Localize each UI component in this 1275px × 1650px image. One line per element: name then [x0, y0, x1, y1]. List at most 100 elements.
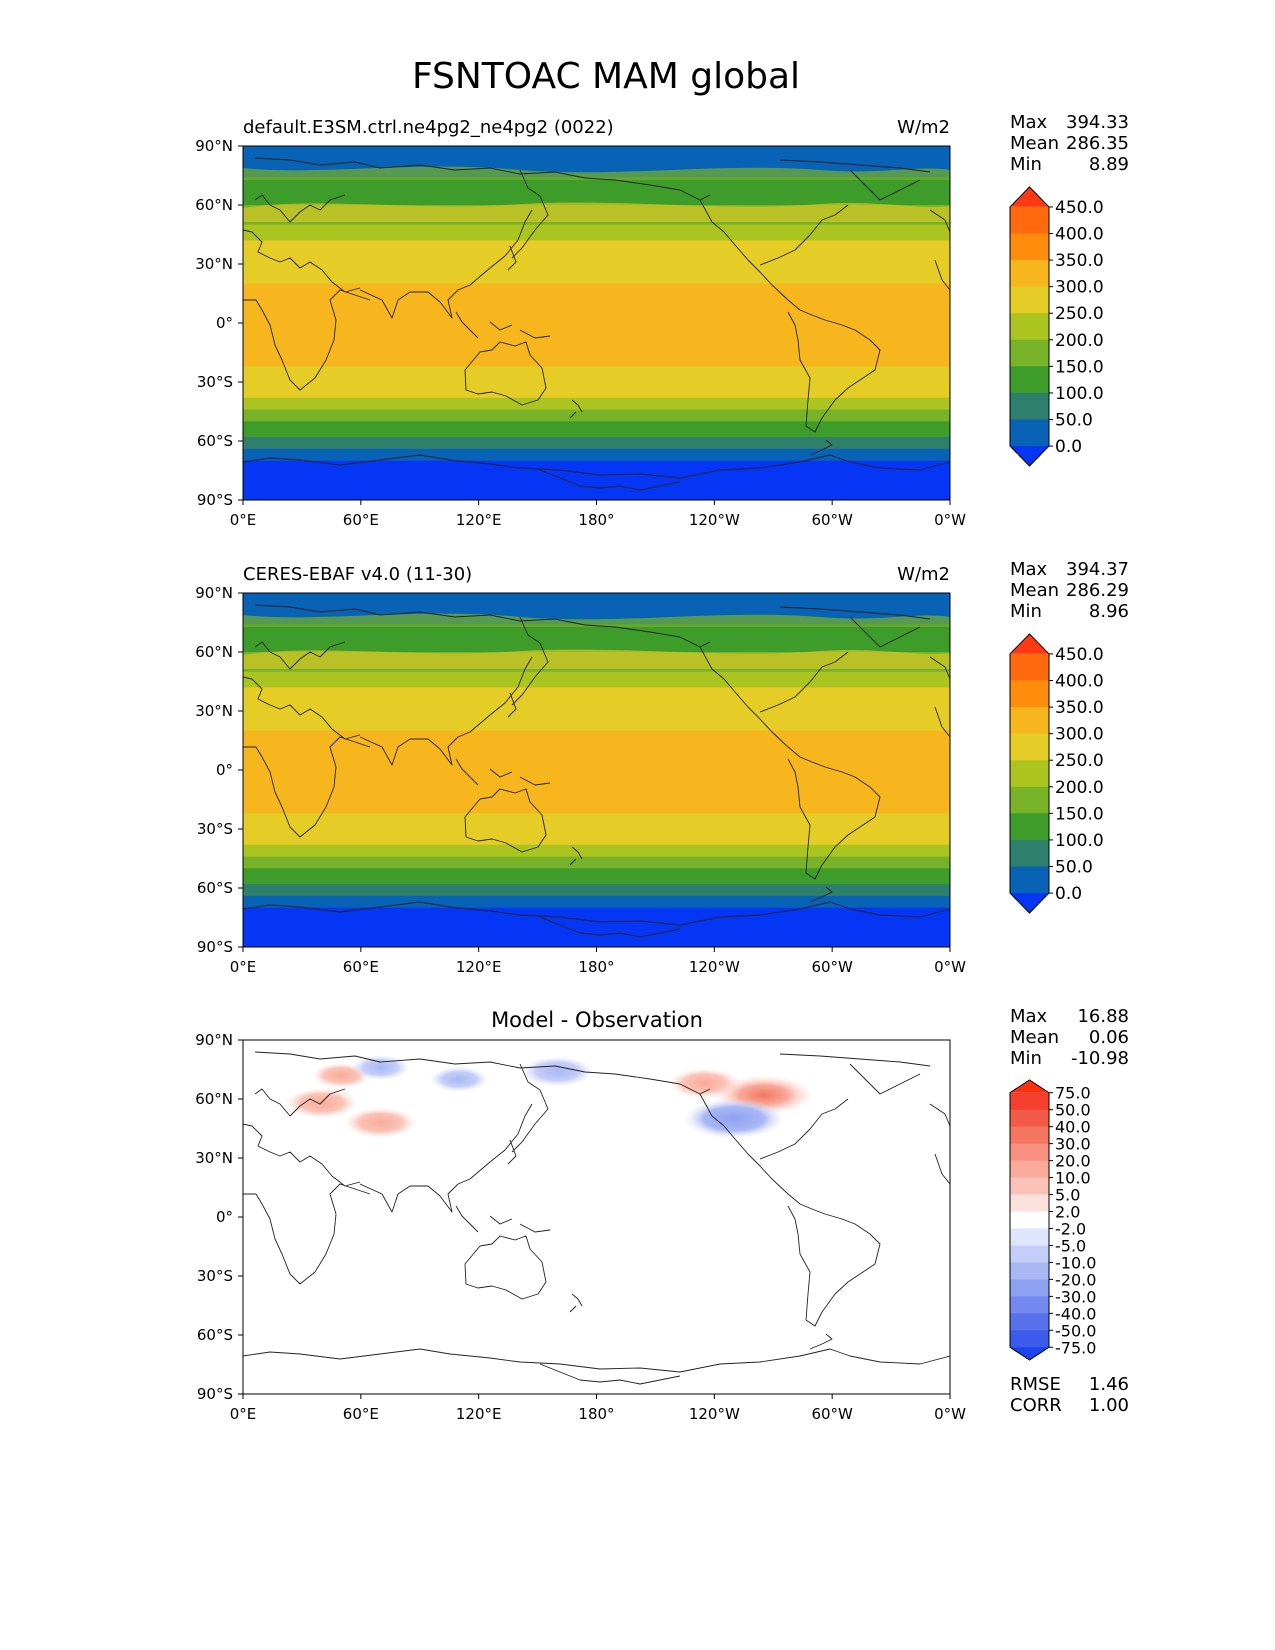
colorbar-tick-label: -30.0: [1055, 1287, 1096, 1306]
lat-tick-label: 60°S: [197, 879, 233, 897]
zonal-band: [243, 448, 950, 462]
band-ripple: [243, 649, 950, 669]
lon-tick-label: 0°E: [230, 958, 257, 976]
axis-ticks: 90°N 60°N 30°N 0° 30°S 60°S 90°S 0°E 60°E 120°E 18…: [195, 1031, 966, 1423]
colorbar-tick-label: 350.0: [1055, 251, 1104, 271]
colorbar-segment: [1010, 1160, 1049, 1178]
zonal-band: [243, 437, 950, 450]
stat-max-label: Max: [1010, 112, 1048, 133]
colorbar-tick-label: 150.0: [1055, 804, 1104, 824]
lat-tick-label: 30°N: [195, 1149, 233, 1167]
colorbar-extend-min: [1010, 446, 1049, 466]
zonal-band: [243, 829, 950, 846]
colorbar-segment: [1010, 1194, 1049, 1212]
stat-max-label: Max: [1010, 1006, 1048, 1027]
stat-max-value: 394.33: [1066, 112, 1129, 133]
zonal-band: [243, 907, 950, 947]
metrics-box: RMSE 1.46 CORR 1.00: [1010, 1374, 1129, 1416]
figure-title: FSNTOAC MAM global: [412, 56, 800, 97]
stats-box: Max 394.37 Mean 286.29 Min 8.96: [1010, 559, 1129, 622]
zonal-band: [243, 844, 950, 858]
map-field: [243, 593, 950, 947]
colorbar-tick-label: -2.0: [1055, 1219, 1086, 1238]
colorbar-tick-label: 400.0: [1055, 225, 1104, 245]
stat-max-label: Max: [1010, 559, 1048, 580]
colorbar-segment: [1010, 1211, 1049, 1229]
colorbar-tick-label: -10.0: [1055, 1253, 1096, 1272]
lat-tick-label: 60°N: [195, 643, 233, 661]
colorbar-segment: [1010, 680, 1049, 708]
anomaly-patch: [430, 1066, 489, 1092]
colorbar-segment: [1010, 313, 1049, 341]
lon-tick-label: 0°E: [230, 511, 257, 529]
lat-tick-label: 30°S: [197, 1267, 233, 1285]
stat-min-label: Min: [1010, 601, 1042, 622]
zonal-band: [243, 730, 950, 771]
colorbar-segment: [1010, 1245, 1049, 1263]
stat-min-label: Min: [1010, 1048, 1042, 1069]
corr-value: 1.00: [1089, 1395, 1129, 1416]
stat-min-value: 8.89: [1089, 154, 1129, 175]
zonal-band: [243, 868, 950, 885]
colorbar-segment: [1010, 839, 1049, 867]
stats-box: Max 16.88 Mean 0.06 Min -10.98: [1010, 1006, 1129, 1069]
zonal-band: [243, 671, 950, 688]
zonal-band: [243, 189, 950, 206]
colorbar-tick-label: 30.0: [1055, 1135, 1091, 1154]
colorbar-tick-label: 50.0: [1055, 858, 1093, 878]
colorbar-tick-label: 2.0: [1055, 1203, 1080, 1222]
colorbar-tick-label: 100.0: [1055, 831, 1104, 851]
zonal-band: [243, 460, 950, 500]
colorbar-segment: [1010, 1109, 1049, 1128]
zonal-bands: [243, 593, 950, 947]
lon-tick-label: 0°E: [230, 1405, 257, 1423]
stat-min-value: -10.98: [1071, 1048, 1129, 1069]
panel-observation: CERES-EBAF v4.0 (11-30) W/m2 90°N 60°N 30°…: [195, 559, 1129, 976]
zonal-band: [243, 703, 950, 732]
colorbar-tick-label: 150.0: [1055, 357, 1104, 377]
lat-tick-label: 90°N: [195, 584, 233, 602]
zonal-band: [243, 624, 950, 637]
colorbar-tick-label: 100.0: [1055, 384, 1104, 404]
colorbar-extend-max: [1010, 187, 1049, 207]
stat-min-value: 8.96: [1089, 601, 1129, 622]
colorbar-segment: [1010, 1330, 1049, 1348]
stat-mean-label: Mean: [1010, 580, 1059, 601]
zonal-band: [243, 177, 950, 190]
lon-tick-label: 120°E: [456, 1405, 502, 1423]
lon-tick-label: 60°E: [343, 958, 379, 976]
colorbar-extend-max: [1010, 634, 1049, 654]
lon-tick-label: 0°W: [934, 958, 966, 976]
colorbar-segment: [1010, 866, 1049, 894]
axis-ticks: 90°N 60°N 30°N 0° 30°S 60°S 90°S 0°E 60°E 120°E 18…: [195, 137, 966, 529]
colorbar-tick-label: -40.0: [1055, 1304, 1096, 1323]
zonal-band: [243, 884, 950, 897]
stat-max-value: 394.37: [1066, 559, 1129, 580]
zonal-band: [243, 636, 950, 653]
colorbar-tick-label: 300.0: [1055, 725, 1104, 745]
colorbar-tick-label: 10.0: [1055, 1169, 1091, 1188]
zonal-band: [243, 409, 950, 422]
zonal-band: [243, 224, 950, 241]
zonal-band: [243, 397, 950, 411]
colorbar-extend-min: [1010, 1347, 1049, 1360]
colorbar-segment: [1010, 339, 1049, 367]
lat-tick-label: 30°S: [197, 820, 233, 838]
colorbar-tick-label: 75.0: [1055, 1084, 1091, 1103]
colorbar-tick-label: 250.0: [1055, 751, 1104, 771]
lon-tick-label: 60°W: [811, 1405, 853, 1423]
colorbar-tick-label: 350.0: [1055, 698, 1104, 718]
lon-tick-label: 60°W: [811, 511, 853, 529]
panel-difference: Model - Observation 90°N 60°N 30°N 0° 30°S 60…: [195, 1006, 1129, 1423]
band-ripple: [243, 613, 950, 627]
lat-tick-label: 90°N: [195, 1031, 233, 1049]
lon-tick-label: 60°W: [811, 958, 853, 976]
colorbar-tick-label: -20.0: [1055, 1270, 1096, 1289]
colorbar-tick-label: 40.0: [1055, 1118, 1091, 1137]
colorbar-segment: [1010, 233, 1049, 261]
colorbar-tick-label: 0.0: [1055, 437, 1082, 457]
lat-tick-label: 60°S: [197, 432, 233, 450]
colorbar-extend-min: [1010, 893, 1049, 913]
anomaly-patch: [344, 1107, 417, 1138]
